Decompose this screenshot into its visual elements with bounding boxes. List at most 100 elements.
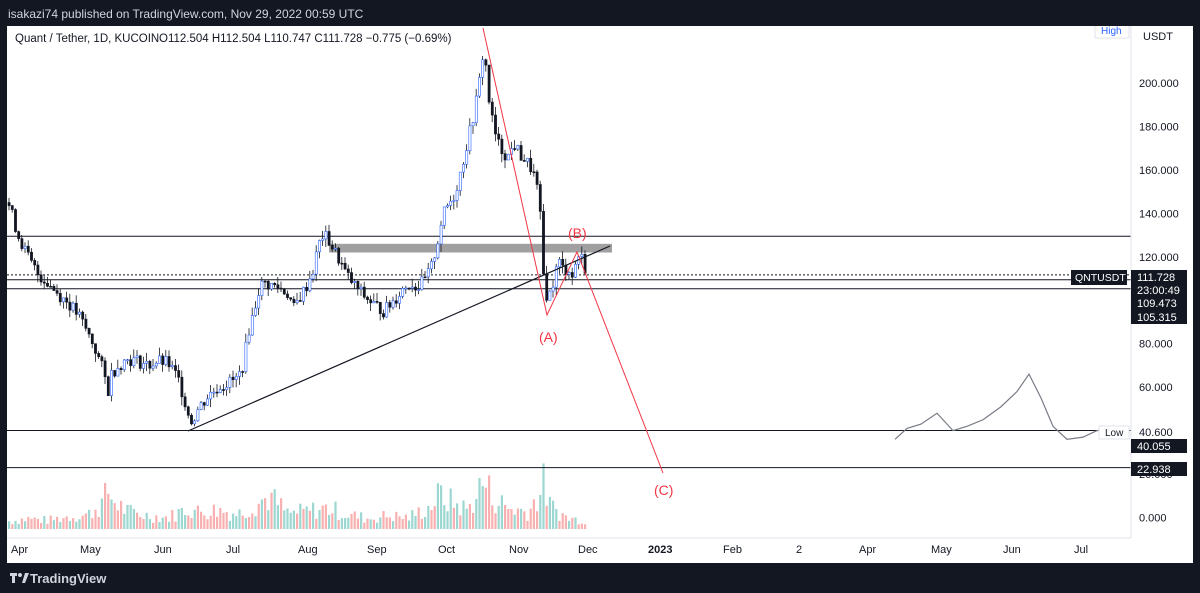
volume-bar: [558, 520, 561, 529]
candle-body: [190, 414, 193, 425]
tradingview-logo-icon: [10, 573, 29, 583]
volume-bar: [168, 521, 171, 529]
candle-body: [84, 318, 88, 329]
volume-bar: [97, 516, 100, 529]
candle-body: [494, 114, 497, 135]
candle-body: [199, 402, 203, 410]
volume-bar: [465, 508, 468, 529]
volume-bar: [20, 518, 23, 529]
volume-bar: [24, 521, 27, 529]
volume-bar: [216, 516, 219, 529]
candle-body: [343, 262, 347, 270]
volume-bar: [235, 516, 238, 529]
projection-curve[interactable]: [894, 372, 1118, 440]
volume-bar: [113, 503, 116, 529]
volume-bar: [564, 515, 567, 529]
volume-bar: [539, 495, 542, 529]
candle-body: [385, 302, 389, 318]
volume-bar: [574, 517, 577, 529]
candle-body: [446, 205, 449, 208]
volume-bar: [580, 523, 583, 529]
candle-body: [113, 370, 117, 377]
candle-body: [513, 148, 517, 150]
volume-bar: [88, 509, 91, 529]
time-axis[interactable]: Apr May Jun Jul Aug Sep Oct Nov Dec 2023 Feb 2 Apr Ma…: [7, 537, 1131, 556]
candle-body: [554, 266, 558, 288]
candle-body: [78, 311, 81, 315]
chart-area[interactable]: (A) (B) (C) Quant / Tether, 1D, KUCOIN O…: [7, 26, 1193, 563]
candle-body: [68, 301, 72, 311]
candle-body: [183, 396, 187, 408]
candle-body: [430, 261, 433, 270]
candle-body: [193, 420, 197, 425]
candle-body: [478, 77, 481, 97]
volume-bar: [139, 516, 142, 529]
volume-bar: [484, 487, 487, 529]
support-trendline[interactable]: [187, 245, 611, 432]
volume-bar: [561, 513, 564, 529]
volume-bar: [513, 514, 516, 529]
volume-bar: [555, 509, 558, 529]
candle-body: [167, 356, 171, 368]
candle-body: [138, 355, 142, 369]
volume-bar: [184, 515, 187, 529]
volume-bar: [292, 510, 295, 529]
x-tick-label: Aug: [298, 544, 318, 556]
volume-bar: [516, 508, 519, 529]
volume-bar: [302, 508, 305, 529]
candle-body: [500, 138, 504, 155]
candle-body: [74, 302, 78, 315]
volume-bar: [536, 511, 539, 529]
volume-bar: [257, 503, 260, 529]
candle-body: [33, 260, 37, 266]
volume-bar: [350, 513, 353, 529]
volume-bar: [260, 499, 263, 529]
level-109-label: 109.473: [1137, 298, 1177, 310]
volume-bar: [398, 516, 401, 529]
x-tick-label: Jun: [1003, 544, 1021, 556]
candle-body: [170, 365, 174, 368]
candle-body: [327, 231, 331, 246]
y-tick-label: 60.000: [1139, 382, 1173, 394]
candle-body: [295, 300, 299, 303]
y-tick-label: 80.000: [1139, 339, 1173, 351]
wave-label-c: (C): [654, 482, 673, 498]
last-price-label: 111.728: [1137, 272, 1175, 284]
candle-body: [154, 363, 158, 367]
x-tick-label: Oct: [438, 544, 455, 556]
candle-body: [567, 272, 571, 275]
volume-bar: [187, 515, 190, 529]
level-22-label: 22.938: [1137, 464, 1171, 476]
price-axis[interactable]: USDT 200.000 180.000 160.000 140.000 120.000…: [1071, 26, 1187, 538]
elliott-wave-lines[interactable]: [482, 27, 664, 474]
supply-zone[interactable]: [329, 243, 612, 253]
candle-body: [398, 296, 401, 304]
volume-bar: [436, 483, 439, 529]
y-tick-label: 140.000: [1139, 208, 1179, 220]
publish-header: isakazi74 published on TradingView.com, …: [0, 0, 1200, 26]
candle-body: [526, 157, 529, 162]
candle-body: [132, 357, 136, 366]
volume-bar: [68, 521, 71, 529]
volume-bar: [155, 515, 158, 529]
candle-body: [340, 262, 344, 265]
volume-bar: [104, 482, 107, 529]
candle-body: [298, 300, 302, 302]
candle-body: [305, 286, 309, 292]
candle-body: [503, 153, 507, 161]
volume-bar: [14, 520, 17, 529]
volume-bar: [411, 510, 414, 529]
candle-body: [318, 240, 321, 253]
volume-bar: [40, 522, 43, 529]
candle-body: [273, 282, 277, 286]
volume-bar: [132, 508, 135, 529]
candle-body: [289, 297, 293, 300]
volume-bar: [46, 523, 49, 529]
price-chart[interactable]: (A) (B) (C) Quant / Tether, 1D, KUCOIN O…: [7, 26, 1193, 563]
volume-bar: [91, 518, 94, 529]
volume-bar: [171, 510, 174, 529]
candle-body: [401, 288, 405, 297]
volume-bar: [388, 517, 391, 529]
volume-bar: [401, 519, 404, 529]
candle-body: [538, 184, 542, 212]
